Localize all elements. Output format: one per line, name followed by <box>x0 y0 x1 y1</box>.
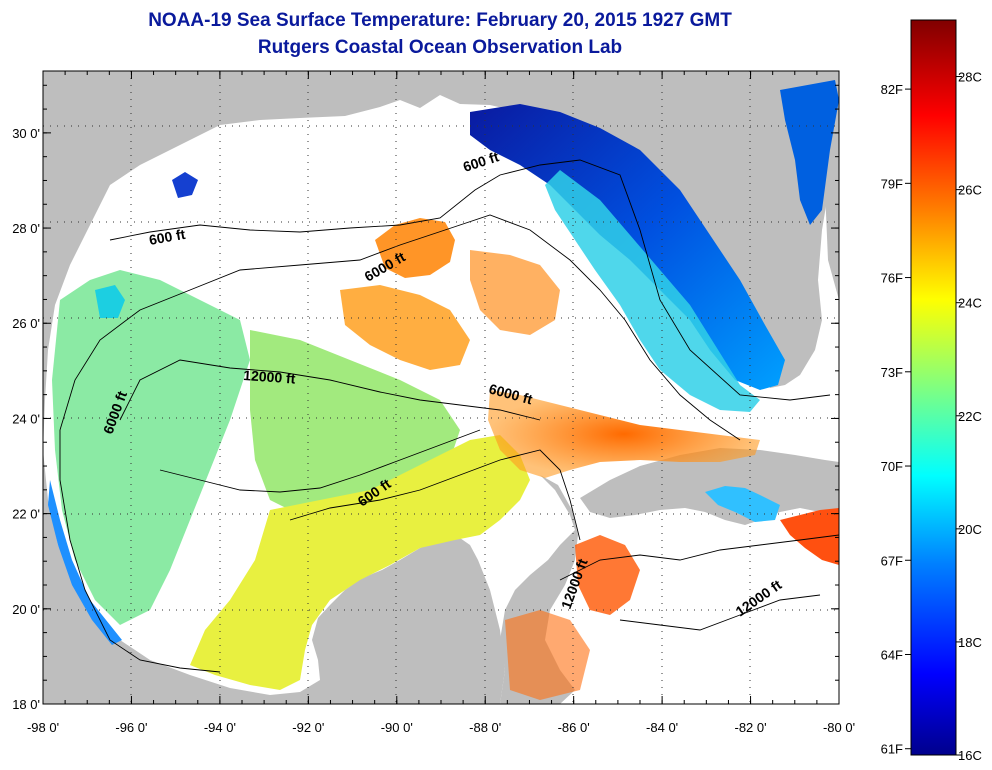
fahrenheit-label: 70F <box>881 459 903 474</box>
celsius-label: 16C <box>958 748 982 763</box>
contour-6000ft <box>59 214 741 673</box>
contour-label: 12000 ft <box>243 367 296 387</box>
lon-tick-label: -80 0' <box>823 720 855 735</box>
contour-600ft-campeche <box>289 449 581 541</box>
sst-texas-patch <box>95 285 125 318</box>
graticule <box>43 71 839 704</box>
celsius-label: 22C <box>958 409 982 424</box>
fahrenheit-label: 64F <box>881 647 903 662</box>
celsius-label: 18C <box>958 635 982 650</box>
celsius-label: 26C <box>958 183 982 198</box>
celsius-label: 28C <box>958 70 982 85</box>
lon-tick-label: -96 0' <box>115 720 147 735</box>
lat-tick-label: 30 0' <box>12 126 40 141</box>
fahrenheit-label: 76F <box>881 271 903 286</box>
lon-tick-label: -82 0' <box>734 720 766 735</box>
lat-tick-label: 20 0' <box>12 602 40 617</box>
map-layers: 600 ft 600 ft 6000 ft 6000 ft 6000 ft 12… <box>43 71 839 704</box>
sst-campeche-yellow <box>190 435 530 690</box>
sst-central-green <box>250 330 460 515</box>
fahrenheit-label: 61F <box>881 742 903 757</box>
colorbar-labels: 28C 26C 24C 22C 20C 18C 16C 82F 79F 76F 73F 70F 67F 6… <box>881 70 982 763</box>
map-title: NOAA-19 Sea Surface Temperature: Februar… <box>148 10 732 31</box>
sst-louisiana-blue <box>172 172 198 198</box>
fahrenheit-label: 82F <box>881 82 903 97</box>
contour-12000ft <box>119 359 541 493</box>
contour-label: 600 ft <box>148 226 187 248</box>
fahrenheit-label: 73F <box>881 365 903 380</box>
sst-caribbean-scatter <box>505 610 590 700</box>
axis-ticks: -98 0' -96 0' -94 0' -92 0' -90 0' -88 0' -86 … <box>12 71 855 735</box>
fahrenheit-label: 79F <box>881 176 903 191</box>
fahrenheit-label: 67F <box>881 553 903 568</box>
land-mexico <box>43 450 505 704</box>
sst-warm-patches <box>340 285 470 370</box>
lat-tick-label: 24 0' <box>12 411 40 426</box>
lat-tick-label: 28 0' <box>12 221 40 236</box>
colorbar <box>910 19 957 756</box>
contour-600ft-north <box>109 159 831 401</box>
celsius-label: 24C <box>958 296 982 311</box>
lat-tick-label: 22 0' <box>12 507 40 522</box>
lat-tick-label: 26 0' <box>12 316 40 331</box>
sst-warm-east <box>470 250 560 335</box>
map-subtitle: Rutgers Coastal Ocean Observation Lab <box>257 37 623 58</box>
sst-loop-current <box>488 390 760 478</box>
lat-tick-label: 18 0' <box>12 697 40 712</box>
lon-tick-label: -88 0' <box>469 720 501 735</box>
lon-tick-label: -86 0' <box>558 720 590 735</box>
sst-cuba-bay <box>705 486 780 522</box>
contour-caribbean <box>559 534 839 631</box>
lon-tick-label: -92 0' <box>292 720 324 735</box>
lon-tick-label: -98 0' <box>27 720 59 735</box>
sst-western-shelf <box>52 270 250 625</box>
sst-caribbean-warm <box>575 535 640 615</box>
lon-tick-label: -94 0' <box>204 720 236 735</box>
lon-tick-label: -84 0' <box>646 720 678 735</box>
celsius-label: 20C <box>958 522 982 537</box>
sst-caribbean-east <box>780 508 839 565</box>
lon-tick-label: -90 0' <box>381 720 413 735</box>
bathymetry-contours <box>59 159 839 673</box>
sst-cyan-band <box>545 170 760 412</box>
sst-east-florida-coast <box>780 80 839 225</box>
